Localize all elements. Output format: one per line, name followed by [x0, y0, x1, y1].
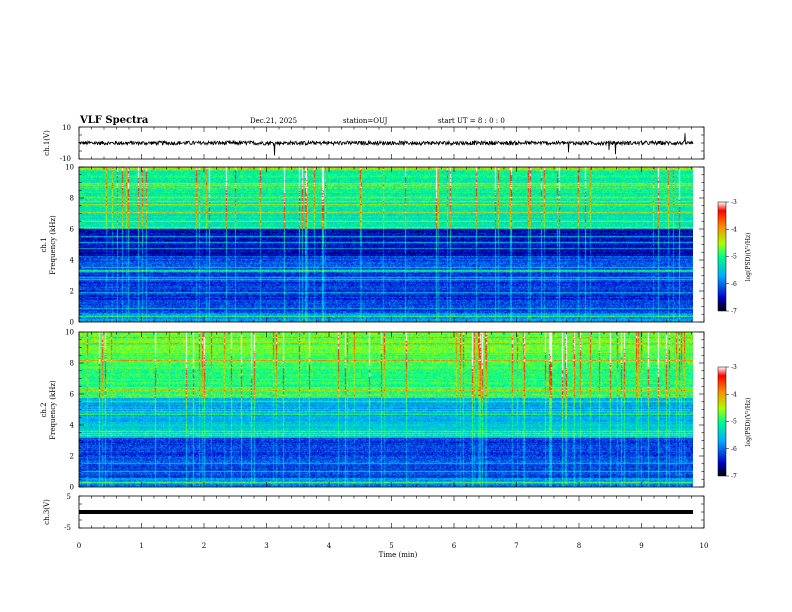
y-tick-label: 8	[70, 195, 74, 203]
ch1-waveform-ylabel: ch.1(V)	[43, 130, 51, 156]
x-tick-label: 2	[202, 542, 206, 550]
colorbar-tick-label: -7	[731, 473, 737, 480]
ch2-colorbar-label: log(PSD)(V²/Hz)	[745, 398, 752, 447]
x-tick-label: 1	[139, 542, 143, 550]
x-axis-label: Time (min)	[379, 551, 418, 559]
y-tick-label: 4	[70, 257, 75, 265]
colorbar-tick-label: -4	[731, 391, 737, 398]
x-tick-label: 7	[514, 542, 518, 550]
ch1-colorbar: -3 -4 -5 -6 -7 log(PSD)(V²/Hz)	[717, 199, 752, 315]
ch1-ytick-max: 10	[62, 124, 71, 132]
ch3-waveform-ylabel: ch.3(V)	[43, 499, 51, 525]
ch2-colorbar: -3 -4 -5 -6 -7 log(PSD)(V²/Hz)	[717, 364, 752, 480]
x-tick-label: 6	[452, 542, 457, 550]
chart-title: VLF Spectra	[79, 115, 149, 126]
ch3-waveform-panel: 5 -5 ch.3(V)	[43, 493, 705, 532]
colorbar-tick-label: -5	[731, 254, 737, 261]
y-tick-label: 10	[65, 164, 74, 172]
colorbar-tick-label: -3	[731, 364, 737, 371]
colorbar-tick-label: -6	[731, 281, 737, 288]
ch1-waveform-panel: 10 -10 ch.1(V)	[43, 124, 705, 163]
x-tick-label: 4	[327, 542, 332, 550]
observation-date: Dec.21, 2025	[250, 117, 297, 125]
ch2-spectrogram-ylabel-frequency: Frequency (kHz)	[49, 380, 57, 440]
ch2-spectrogram-panel: 0 2 4 6 8 10 ch.2 Frequency (kHz)	[40, 329, 705, 492]
colorbar-tick-label: -5	[731, 419, 737, 426]
x-tick-label: 0	[77, 542, 81, 550]
x-tick-label: 10	[700, 542, 709, 550]
ch2-spectrogram-ylabel-channel: ch.2	[40, 402, 48, 417]
start-time: start UT = 8 : 0 : 0	[438, 117, 505, 125]
colorbar-tick-label: -4	[731, 226, 737, 233]
x-axis-tick-labels: 0 1 2 3 4 5 6 7 8 9 10	[77, 542, 709, 550]
ch1-waveform-trace	[78, 133, 694, 156]
station-label: station=OUJ	[343, 117, 388, 125]
y-tick-label: 6	[70, 226, 75, 234]
y-tick-label: 0	[70, 484, 74, 492]
ch2-spectrogram-image	[79, 332, 693, 487]
y-tick-label: 2	[70, 288, 74, 296]
y-tick-label: 10	[65, 329, 74, 337]
ch1-spectrogram-image	[79, 167, 693, 322]
ch1-spectrogram-ylabel-frequency: Frequency (kHz)	[49, 215, 57, 275]
y-tick-label: 4	[70, 422, 75, 430]
ch1-spectrogram-panel: 0 2 4 6 8 10 ch.1 Frequency (kHz)	[40, 164, 705, 327]
ch1-spectrogram-ylabel-channel: ch.1	[40, 237, 48, 252]
x-tick-label: 3	[264, 542, 268, 550]
y-tick-label: 2	[70, 453, 74, 461]
colorbar-tick-label: -7	[731, 308, 737, 315]
colorbar-tick-label: -3	[731, 199, 737, 206]
ch1-colorbar-label: log(PSD)(V²/Hz)	[745, 233, 752, 282]
x-tick-label: 9	[639, 542, 643, 550]
ch3-ytick-max: 5	[67, 493, 71, 501]
y-tick-label: 6	[70, 391, 75, 399]
x-tick-label: 5	[389, 542, 393, 550]
ch1-ytick-min: -10	[60, 155, 71, 163]
y-tick-label: 8	[70, 360, 74, 368]
ch3-ytick-min: -5	[64, 524, 71, 532]
x-tick-label: 8	[577, 542, 581, 550]
colorbar-tick-label: -6	[731, 446, 737, 453]
y-tick-label: 0	[70, 319, 74, 327]
